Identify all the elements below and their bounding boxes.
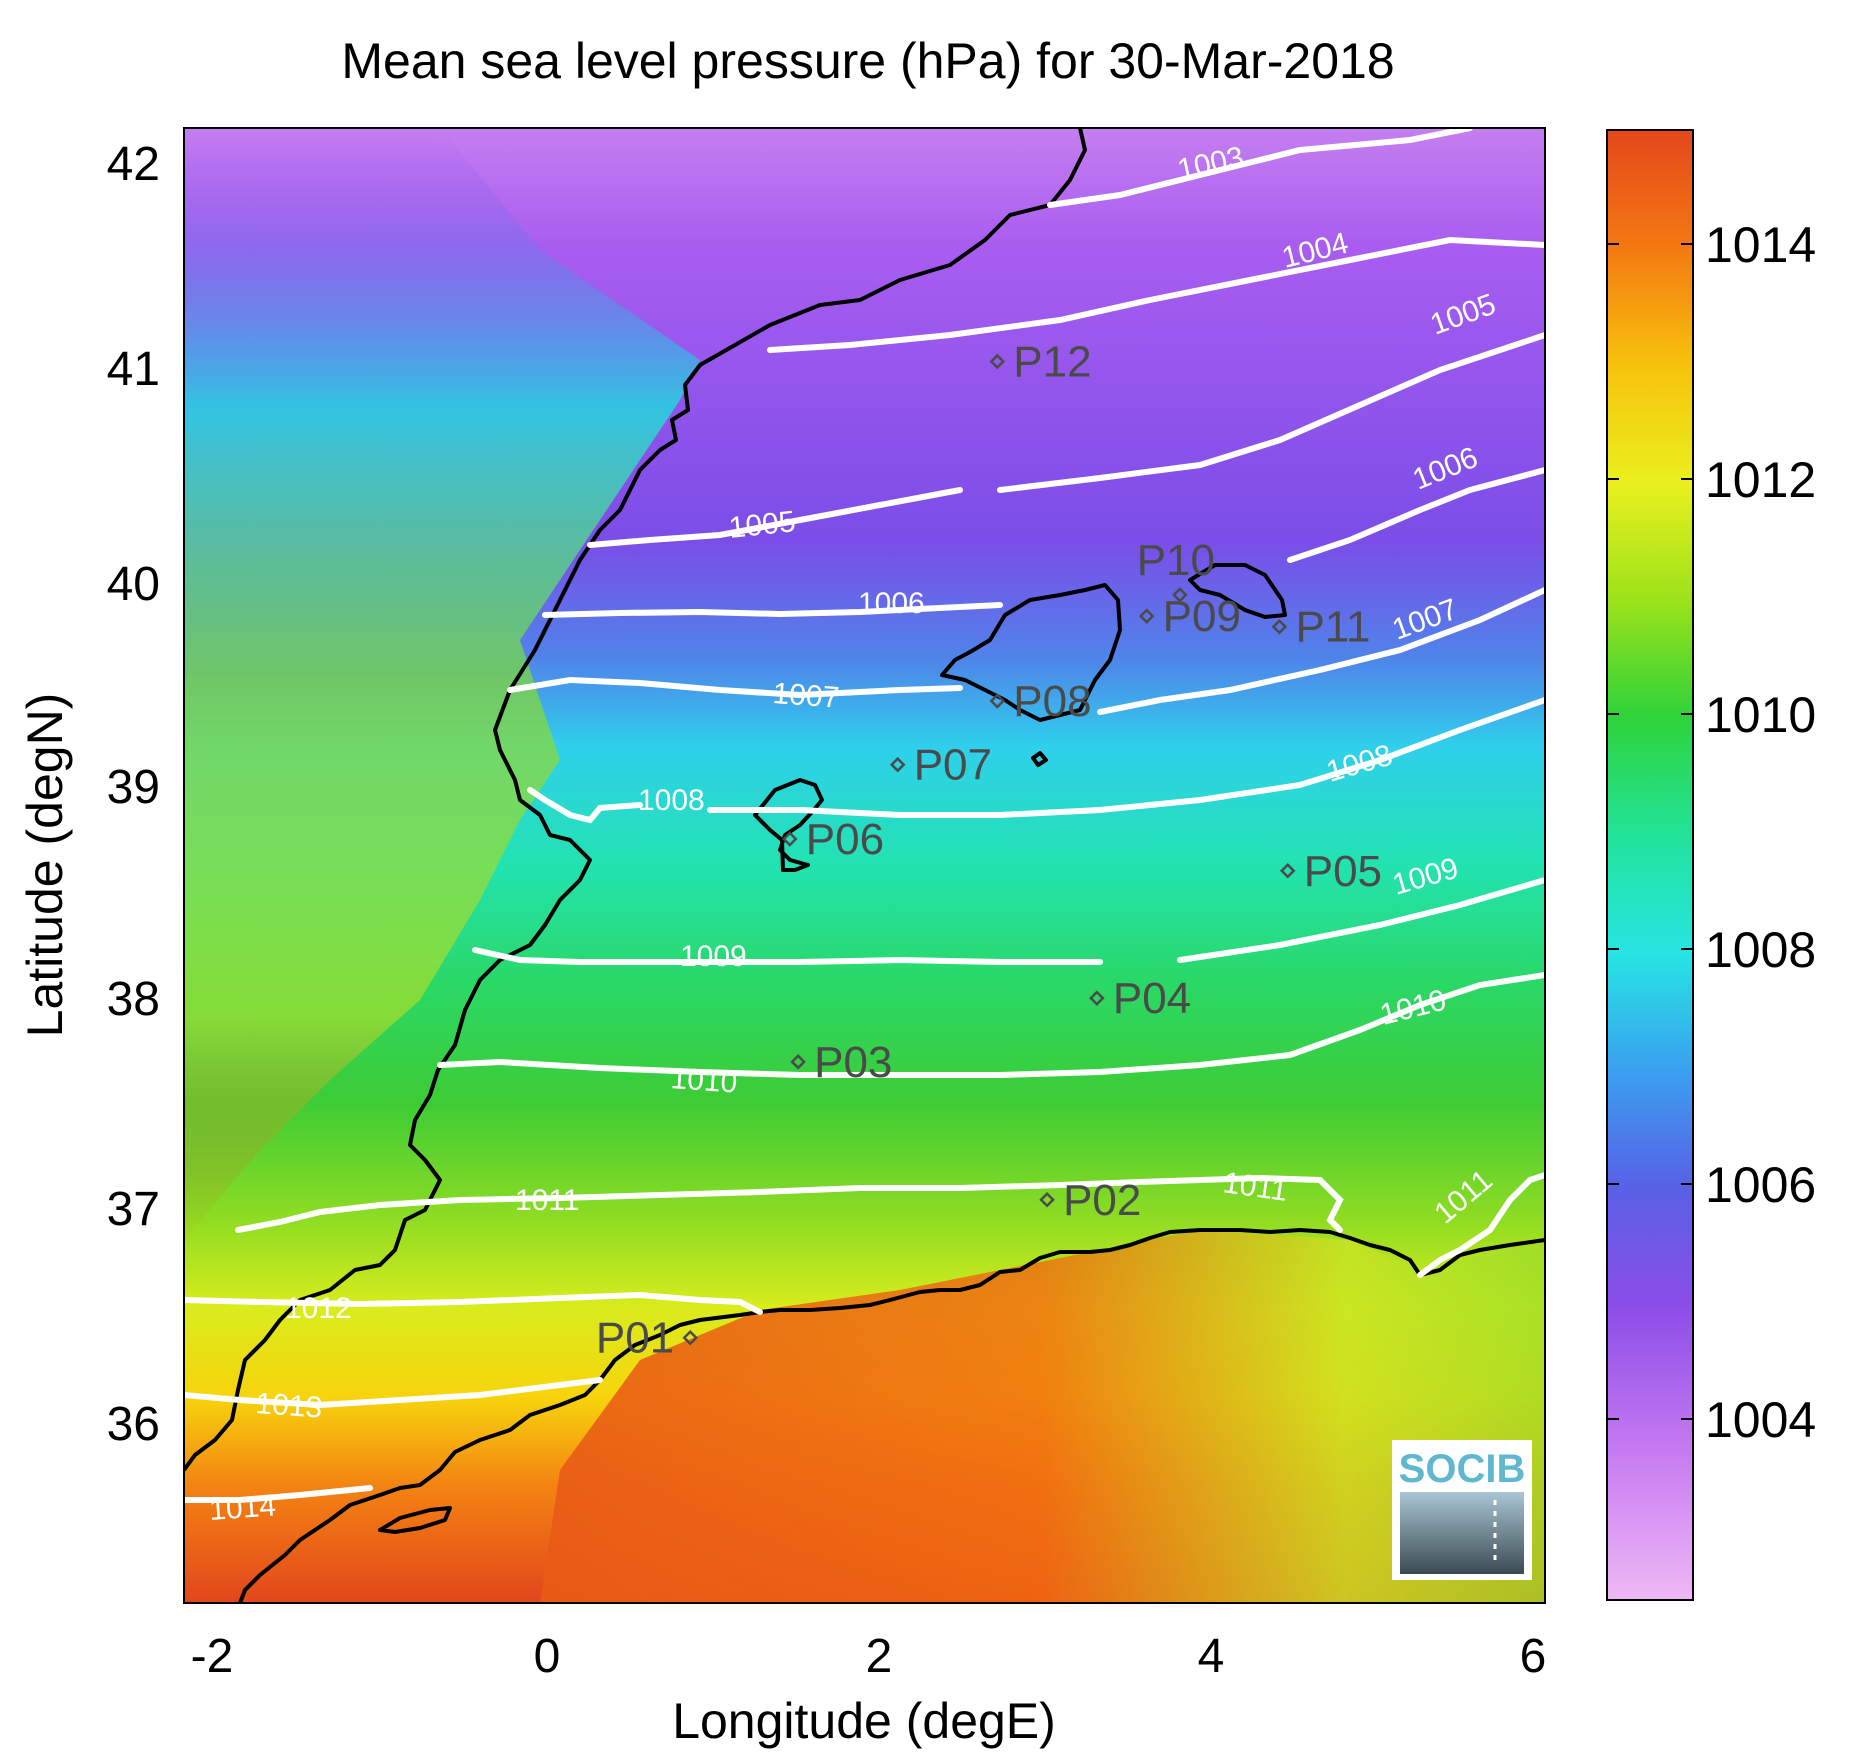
colorbar: 1014 1012 1010 1008 1006 1004 (1606, 129, 1816, 1601)
station-label-p02: P02 (1063, 1176, 1141, 1225)
y-tick-label: 37 (107, 1183, 160, 1236)
colorbar-tick-label: 1010 (1705, 687, 1816, 743)
station-marker-p05 (1279, 863, 1296, 879)
isobar-1006-east (1287, 467, 1545, 563)
iberia-land-shading (184, 128, 700, 1240)
africa-coastline (238, 1228, 1545, 1603)
isobar-label: 1008 (638, 784, 705, 817)
station-label-p06: P06 (806, 815, 884, 864)
isobar-lines (184, 128, 1545, 1503)
colorbar-tick-label: 1004 (1705, 1392, 1816, 1448)
station-label-p12: P12 (1013, 337, 1091, 386)
isobar-1010-west (437, 1052, 1293, 1078)
socib-logo-image (1400, 1492, 1524, 1574)
station-marker-p09 (1138, 608, 1155, 624)
colorbar-tick-label: 1008 (1705, 922, 1816, 978)
colorbar-bar (1606, 129, 1694, 1601)
colorbar-tick-label: 1014 (1705, 217, 1816, 273)
station-label-p11: P11 (1295, 603, 1370, 652)
station-marker-p06 (782, 831, 798, 847)
x-tick-label: 4 (1198, 1630, 1225, 1683)
station-marker-p08 (989, 693, 1006, 709)
station-marker-p12 (989, 353, 1006, 370)
isobar-1010-east (1287, 972, 1545, 1058)
station-label-p01: P01 (596, 1314, 674, 1363)
station-marker-p07 (889, 756, 906, 773)
x-tick-label: 6 (1520, 1630, 1547, 1683)
isobar-1009-east (1177, 877, 1545, 963)
isobar-1011-main (235, 1174, 1344, 1233)
isobar-1003 (1047, 128, 1473, 208)
station-label-p04: P04 (1113, 974, 1191, 1023)
y-tick-label: 39 (107, 761, 160, 814)
station-label-p07: P07 (914, 741, 992, 790)
x-axis: -2 0 2 4 6 Longitude (degE) (191, 1630, 1547, 1749)
isobar-1007-west (507, 676, 963, 699)
isobar-label: 1010 (670, 1062, 739, 1100)
y-tick-label: 42 (107, 138, 160, 191)
isobar-1009-west (472, 947, 1103, 965)
cabrera-coastline (1031, 751, 1048, 767)
socib-logo: SOCIB (1392, 1440, 1532, 1580)
africa-land-shading (540, 1230, 1545, 1603)
isobar-label: 1006 (858, 587, 925, 620)
station-label-p08: P08 (1013, 677, 1091, 726)
station-markers: P01 P02 P03 P04 P05 P06 P07 P08 P09 P10 P11 P12 (596, 337, 1382, 1362)
colorbar-tick-label: 1006 (1705, 1157, 1816, 1213)
isobar-label: 1009 (680, 940, 747, 973)
colorbar-ticks (1607, 243, 1693, 1420)
station-label-p03: P03 (814, 1038, 892, 1087)
station-label-p09: P09 (1163, 592, 1241, 641)
isobar-1013 (184, 1377, 603, 1409)
isobar-label: 1012 (285, 1292, 352, 1325)
station-marker-p03 (790, 1054, 806, 1070)
isobar-label: 1005 (727, 505, 797, 545)
menorca-coastline (1188, 563, 1287, 619)
isobar-1012 (184, 1291, 763, 1315)
isobar-label: 1007 (772, 677, 841, 715)
y-tick-label: 38 (107, 973, 160, 1026)
isobar-1005-north (997, 332, 1545, 493)
y-tick-label: 40 (107, 558, 160, 611)
y-axis: 42 41 40 39 38 37 36 Latitude (degN) (17, 138, 160, 1451)
iberia-coastline (184, 128, 1087, 1472)
isobar-1008-west (527, 787, 643, 824)
x-tick-label: -2 (191, 1630, 234, 1683)
ibiza-coastline (753, 778, 824, 872)
station-marker-p11 (1271, 618, 1288, 635)
plot-frame (183, 127, 1546, 1604)
isobar-1006-west (542, 602, 1003, 618)
isobar-label: 1011 (515, 1184, 580, 1217)
alboran-island-coastline (378, 1506, 452, 1534)
isobar-1008-east (707, 697, 1545, 818)
colorbar-tick-label: 1012 (1705, 452, 1816, 508)
y-tick-label: 41 (107, 343, 160, 396)
x-tick-label: 2 (866, 1630, 893, 1683)
station-marker-p04 (1089, 990, 1105, 1006)
x-axis-label: Longitude (degE) (672, 1693, 1056, 1749)
isobar-1011-east (1417, 1172, 1545, 1278)
chart-title: Mean sea level pressure (hPa) for 30-Mar… (341, 33, 1394, 89)
station-marker-p02 (1039, 1191, 1055, 1208)
station-label-p10: P10 (1137, 536, 1215, 585)
y-tick-label: 36 (107, 1398, 160, 1451)
y-axis-label: Latitude (degN) (17, 693, 73, 1038)
isobar-1004 (767, 236, 1545, 353)
isobar-1007-east (1097, 587, 1545, 715)
station-marker-p01 (682, 1329, 698, 1346)
socib-logo-text: SOCIB (1399, 1447, 1526, 1491)
mallorca-coastline (940, 583, 1122, 722)
isobar-1014 (184, 1485, 373, 1503)
x-tick-label: 0 (534, 1630, 561, 1683)
plot-area: 1003 1004 1005 1005 1006 1006 1007 1007 … (184, 128, 1545, 1603)
coastlines (184, 128, 1545, 1603)
isobar-1005-south (587, 487, 963, 548)
station-label-p05: P05 (1304, 847, 1382, 896)
station-marker-p10 (1172, 587, 1188, 603)
isobar-label: 1013 (255, 1387, 324, 1425)
isobar-label: 1014 (208, 1489, 277, 1527)
